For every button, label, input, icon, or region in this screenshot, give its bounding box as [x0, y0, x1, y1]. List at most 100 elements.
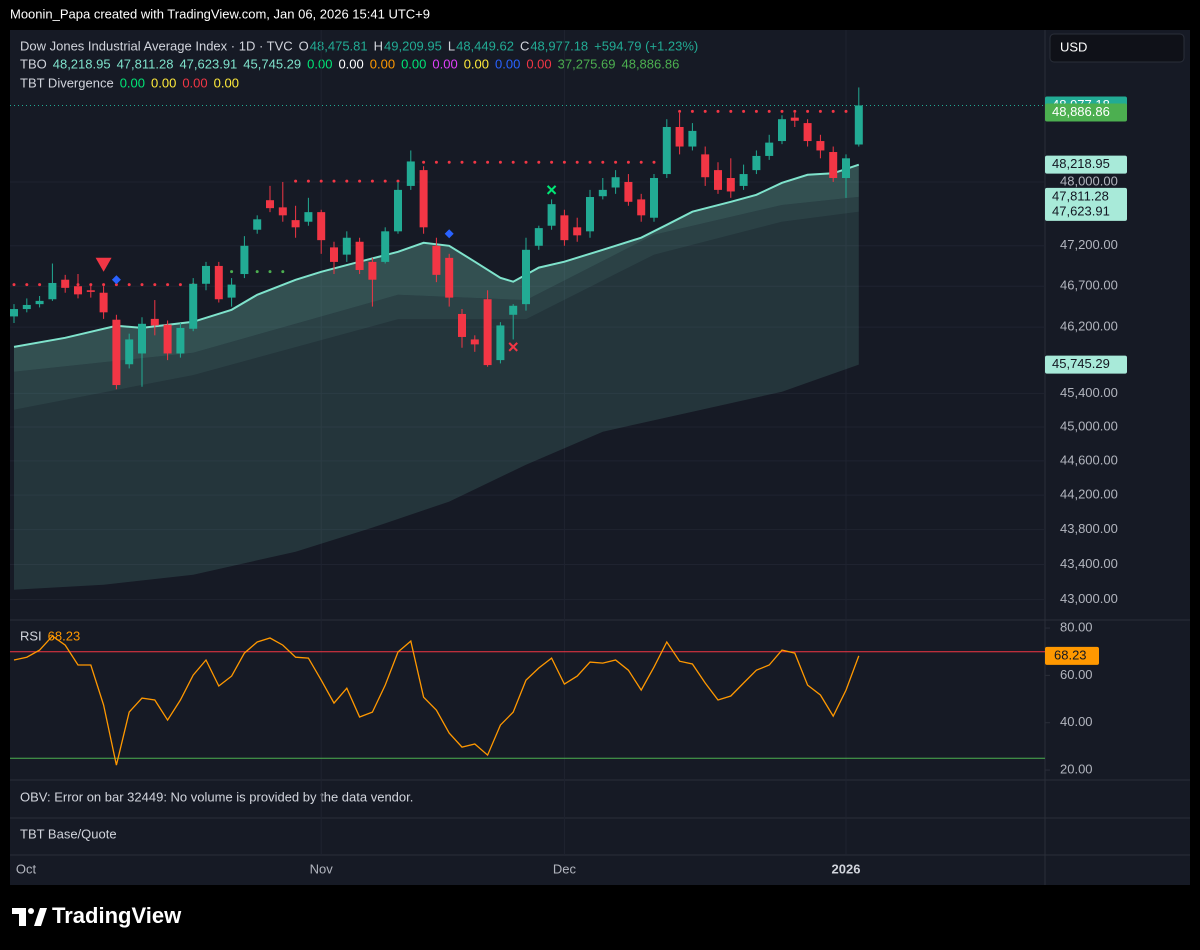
- legend-item: 0.00: [214, 75, 239, 90]
- tbo-line: [13, 163, 860, 348]
- level-dot: [486, 160, 490, 164]
- level-dot: [114, 283, 118, 287]
- signal-diamond: [444, 229, 454, 239]
- candle-body: [266, 200, 274, 209]
- legend-item: 0.00: [182, 75, 207, 90]
- legend-item: 48,218.95: [53, 56, 111, 71]
- obv-pane-label: OBV: Error on bar 32449: No volume is pr…: [20, 789, 413, 804]
- x-tick-label: Nov: [310, 861, 334, 876]
- candle-body: [394, 189, 402, 232]
- y-tick-label: 47,200.00: [1060, 237, 1118, 252]
- candle-body: [662, 126, 671, 175]
- level-dot: [102, 283, 106, 287]
- candle-body: [586, 197, 594, 232]
- currency-box[interactable]: [1049, 33, 1185, 63]
- legend-item: Dow Jones Industrial Average Index · 1D …: [20, 38, 293, 53]
- candle-body: [611, 177, 620, 188]
- level-dot: [306, 179, 310, 183]
- level-dot: [678, 109, 682, 113]
- price-label-box: [1045, 103, 1127, 122]
- candle-body: [458, 313, 466, 337]
- candle-body: [803, 123, 812, 142]
- level-dot: [345, 179, 349, 183]
- level-dot: [319, 179, 323, 183]
- legend-item: 0.00: [495, 56, 520, 71]
- level-dot: [511, 160, 515, 164]
- level-dot: [690, 109, 694, 113]
- candle-body: [637, 199, 646, 216]
- level-dot: [473, 160, 477, 164]
- brand-logo: [12, 908, 47, 926]
- legend-item: TBT Divergence: [20, 75, 114, 90]
- candle-body: [483, 299, 492, 366]
- legend-item: 48,475.81: [310, 38, 368, 53]
- level-dot: [793, 109, 797, 113]
- candle-body: [726, 178, 735, 192]
- rsi-value-label: 68.23: [1054, 647, 1087, 662]
- chart-background: [10, 30, 1190, 885]
- price-label: 47,811.28: [1052, 188, 1109, 203]
- currency[interactable]: USD: [1060, 39, 1087, 54]
- candle-body: [598, 189, 607, 197]
- legend-item: H: [374, 38, 383, 53]
- level-dot: [601, 160, 605, 164]
- candle-body: [74, 286, 82, 295]
- legend-item: 47,811.28: [117, 56, 174, 71]
- legend-item: 0.00: [432, 56, 457, 71]
- level-dot: [166, 283, 170, 287]
- level-dot: [716, 109, 720, 113]
- candle-body: [496, 325, 505, 361]
- x-tick-label: Dec: [553, 861, 577, 876]
- level-dot: [447, 160, 451, 164]
- level-dot: [255, 270, 259, 274]
- candle-body: [829, 152, 838, 179]
- tbt-pane-label: TBT Base/Quote: [20, 826, 117, 841]
- candle-body: [509, 305, 518, 315]
- candle-body: [701, 154, 710, 178]
- candle-body: [138, 323, 146, 354]
- candle-body: [86, 290, 95, 292]
- legend-item: 0.00: [526, 56, 551, 71]
- price-label-box: [1045, 202, 1127, 221]
- level-dot: [729, 109, 733, 113]
- price-label-box: [1045, 155, 1127, 174]
- candle-body: [240, 245, 249, 275]
- candle-body: [48, 282, 57, 300]
- candle-body: [419, 170, 428, 228]
- candle-body: [176, 327, 185, 354]
- candle-body: [35, 300, 44, 305]
- candle-body: [278, 207, 287, 216]
- y-tick-label: 44,200.00: [1060, 487, 1118, 502]
- candle-body: [330, 247, 338, 262]
- candle-body: [10, 309, 18, 317]
- level-dot: [703, 109, 707, 113]
- level-dot: [537, 160, 541, 164]
- level-dot: [127, 283, 131, 287]
- level-dot: [178, 283, 182, 287]
- level-dot: [268, 270, 272, 274]
- legend-item: 0.00: [338, 56, 363, 71]
- level-dot: [562, 160, 566, 164]
- level-dot: [588, 160, 592, 164]
- level-dot: [767, 109, 771, 113]
- legend-item: 45,745.29: [243, 56, 301, 71]
- level-dot: [780, 109, 784, 113]
- y-tick-label: 45,400.00: [1060, 385, 1118, 400]
- rsi-line: [13, 635, 860, 766]
- level-dot: [434, 160, 438, 164]
- legend-item: 49,209.95: [384, 38, 442, 53]
- legend-item: 0.00: [120, 75, 145, 90]
- candle-body: [445, 257, 454, 298]
- x-tick-label: 2026: [832, 861, 861, 876]
- candle-body: [163, 324, 172, 354]
- candle-body: [739, 174, 748, 186]
- logo-mark: [28, 908, 34, 914]
- rsi-tick-label: 20.00: [1060, 761, 1093, 776]
- candle-body: [61, 279, 70, 288]
- legend-item: 48,449.62: [456, 38, 514, 53]
- y-tick-label: 46,200.00: [1060, 319, 1118, 334]
- signal-cross: [546, 185, 557, 195]
- candle-body: [214, 265, 223, 300]
- candle-body: [202, 265, 210, 284]
- level-dot: [396, 179, 400, 183]
